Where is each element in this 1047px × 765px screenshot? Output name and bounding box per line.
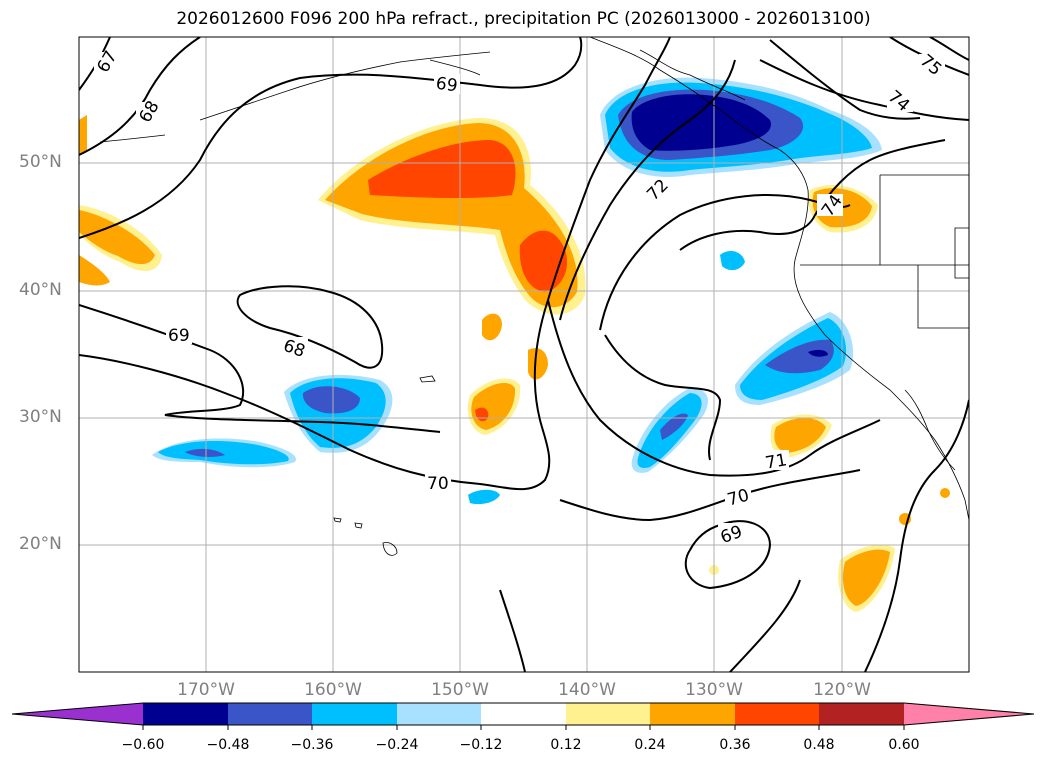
contour-71 bbox=[547, 299, 881, 477]
colorbar-swatch bbox=[312, 703, 397, 725]
colorbar-tick-label: −0.60 bbox=[121, 737, 165, 753]
contour-68-nw bbox=[79, 37, 201, 156]
precip-negative-areas bbox=[152, 77, 882, 505]
precip-area-small-2 bbox=[528, 348, 548, 380]
colorbar-over-arrow bbox=[904, 703, 1034, 725]
contour-70 bbox=[79, 37, 671, 491]
coastlines bbox=[99, 37, 969, 556]
lon-label: 120°W bbox=[813, 680, 871, 700]
colorbar-tick-label: 0.48 bbox=[803, 737, 835, 753]
contour-label: 71 bbox=[764, 450, 789, 473]
contour-70-south bbox=[559, 469, 861, 522]
contour-68-loop bbox=[236, 285, 384, 369]
precip-positive-areas bbox=[79, 115, 950, 612]
colorbar-tick-label: 0.60 bbox=[888, 737, 920, 753]
lon-label: 140°W bbox=[558, 680, 616, 700]
colorbar-swatch bbox=[650, 703, 735, 725]
map-title: 2026012600 F096 200 hPa refract., precip… bbox=[176, 9, 871, 29]
contour-labels: 67 68 69 68 69 70 70 69 71 72 74 74 75 bbox=[93, 48, 945, 548]
colorbar-tick-label: −0.36 bbox=[290, 737, 334, 753]
lat-label: 40°N bbox=[19, 280, 62, 300]
colorbar bbox=[11, 702, 1035, 730]
colorbar-tick-label: 0.24 bbox=[634, 737, 666, 753]
contour-69-south bbox=[684, 520, 772, 590]
lon-label: 160°W bbox=[304, 680, 362, 700]
colorbar-tick-label: −0.48 bbox=[206, 737, 250, 753]
colorbar-swatch bbox=[481, 703, 566, 725]
contour-label: 69 bbox=[435, 74, 459, 97]
contour-label: 69 bbox=[168, 326, 190, 346]
lon-label: 150°W bbox=[431, 680, 489, 700]
colorbar-swatch bbox=[735, 703, 819, 725]
colorbar-swatch bbox=[819, 703, 904, 725]
contour-74b bbox=[679, 139, 946, 251]
colorbar-tick-label: −0.12 bbox=[459, 737, 503, 753]
colorbar-under-arrow bbox=[12, 703, 143, 725]
contour-75 bbox=[759, 59, 969, 121]
lon-label: 130°W bbox=[685, 680, 743, 700]
precip-area-small-1 bbox=[482, 313, 502, 341]
contour-south-lines bbox=[499, 589, 526, 672]
map-frame bbox=[78, 36, 970, 673]
colorbar-tick-label: 0.12 bbox=[550, 737, 582, 753]
colorbar-swatch bbox=[566, 703, 650, 725]
colorbar-swatch bbox=[397, 703, 481, 725]
precip-area-small-blue bbox=[720, 250, 745, 271]
colorbar-swatch bbox=[143, 703, 228, 725]
contour-72 bbox=[559, 59, 736, 321]
contour-69-north bbox=[79, 37, 583, 239]
colorbar-tick-label: −0.24 bbox=[375, 737, 419, 753]
contour-inner bbox=[604, 334, 722, 461]
lat-label: 30°N bbox=[19, 407, 62, 427]
contour-label: 70 bbox=[427, 474, 449, 494]
graticule bbox=[79, 37, 969, 672]
colorbar-tick-label: 0.36 bbox=[719, 737, 751, 753]
colorbar-swatch bbox=[228, 703, 312, 725]
lat-label: 20°N bbox=[19, 534, 62, 554]
lat-label: 50°N bbox=[19, 152, 62, 172]
lon-label: 170°W bbox=[177, 680, 235, 700]
